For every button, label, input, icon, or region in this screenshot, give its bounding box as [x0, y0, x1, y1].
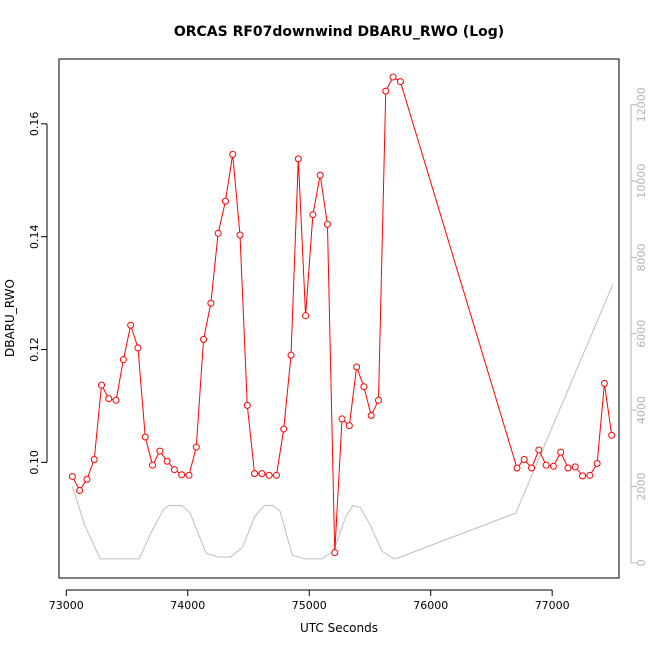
plot-border: [58, 58, 620, 579]
primary-series-point: [600, 379, 608, 387]
primary-series-point: [338, 415, 346, 423]
primary-series-point: [119, 356, 127, 364]
y-axis-label: DBARU_RWO: [3, 279, 17, 357]
primary-series-point: [236, 231, 244, 239]
primary-series-point: [549, 462, 557, 470]
primary-series-point: [309, 211, 317, 219]
primary-series-point: [331, 549, 339, 557]
primary-series-point: [294, 155, 302, 163]
chart-title: ORCAS RF07downwind DBARU_RWO (Log): [174, 24, 504, 40]
primary-series-point: [389, 73, 397, 81]
primary-series-point: [141, 433, 149, 441]
primary-series-point: [608, 431, 616, 439]
primary-series-point: [258, 470, 266, 478]
primary-series-point: [396, 78, 404, 86]
primary-series-point: [221, 197, 229, 205]
primary-series-line: [71, 76, 613, 553]
primary-series-point: [360, 383, 368, 391]
y-tick-label: 0.12: [28, 337, 41, 362]
y2-tick-label: 8000: [635, 243, 648, 271]
primary-series-point: [316, 171, 324, 179]
primary-series-point: [374, 396, 382, 404]
primary-series-point: [98, 381, 106, 389]
primary-series-point: [200, 335, 208, 343]
plot-frame: [58, 58, 620, 579]
primary-series-point: [520, 456, 528, 464]
primary-series-point: [302, 312, 310, 320]
primary-series-point: [229, 150, 237, 158]
primary-series-point: [163, 457, 171, 465]
y2-tick-label: 2000: [635, 472, 648, 500]
x-tick-label: 75000: [292, 599, 327, 612]
primary-series-point: [564, 464, 572, 472]
primary-series-point: [207, 299, 215, 307]
primary-series-point: [127, 321, 135, 329]
y-tick-label: 0.10: [28, 450, 41, 475]
primary-series-point: [593, 459, 601, 467]
primary-series-point: [149, 461, 157, 469]
primary-series-point: [542, 461, 550, 469]
primary-series-point: [214, 229, 222, 237]
x-axis-label: UTC Seconds: [300, 621, 378, 635]
primary-series-point: [112, 396, 120, 404]
secondary-series-line: [71, 283, 614, 560]
primary-series-point: [90, 456, 98, 464]
primary-series-point: [287, 351, 295, 359]
primary-series-point: [192, 443, 200, 451]
primary-series-point: [170, 466, 178, 474]
primary-series-point: [367, 412, 375, 420]
primary-series-point: [272, 471, 280, 479]
y2-tick-label: 12000: [635, 87, 648, 122]
primary-series-point: [134, 344, 142, 352]
y-axis-right: 0 2000 4000 6000 8000 10000 12000: [630, 87, 648, 566]
primary-series-point: [156, 447, 164, 455]
primary-series-point: [353, 363, 361, 371]
y-tick-label: 0.14: [28, 224, 41, 249]
primary-series-point: [345, 422, 353, 430]
primary-series: [68, 73, 616, 557]
y-axis-left: 0.10 0.12 0.14 0.16: [28, 112, 48, 475]
primary-series-point: [571, 463, 579, 471]
y2-tick-label: 6000: [635, 320, 648, 348]
secondary-series: [71, 283, 614, 560]
primary-series-point: [579, 472, 587, 480]
x-axis: 73000 74000 75000 76000 77000: [49, 589, 570, 612]
x-tick-label: 77000: [535, 599, 570, 612]
y2-tick-label: 0: [635, 559, 648, 566]
x-tick-label: 73000: [49, 599, 84, 612]
primary-series-point: [243, 401, 251, 409]
primary-series-point: [528, 464, 536, 472]
primary-series-point: [280, 425, 288, 433]
primary-series-point: [178, 471, 186, 479]
primary-series-point: [76, 487, 84, 495]
x-tick-label: 74000: [170, 599, 205, 612]
primary-series-point: [382, 87, 390, 95]
x-tick-label: 76000: [413, 599, 448, 612]
primary-series-point: [68, 472, 76, 480]
primary-series-point: [83, 475, 91, 483]
y2-tick-label: 4000: [635, 396, 648, 424]
y2-tick-label: 10000: [635, 164, 648, 199]
primary-series-point: [513, 464, 521, 472]
primary-series-point: [586, 471, 594, 479]
primary-series-point: [557, 448, 565, 456]
primary-series-point: [535, 446, 543, 454]
primary-series-point: [323, 220, 331, 228]
primary-series-point: [265, 471, 273, 479]
primary-series-point: [105, 395, 113, 403]
y-tick-label: 0.16: [28, 112, 41, 137]
primary-series-point: [251, 470, 259, 478]
primary-series-point: [185, 471, 193, 479]
